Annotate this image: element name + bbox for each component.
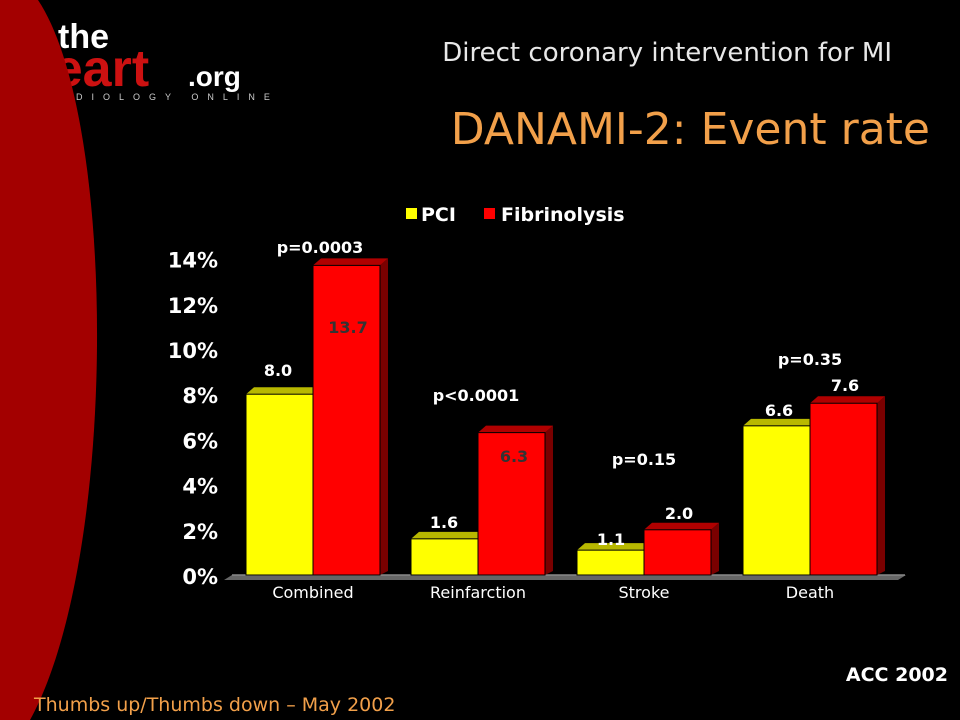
slide-title: DANAMI-2: Event rate [450,104,930,155]
fibrinolysis-bar-reinfarction [477,432,546,576]
pci-bar-reinfarction [410,538,479,576]
pci-bar-death-top [743,418,818,426]
x-category-label: Stroke [619,583,670,602]
p-value-combined: p=0.0003 [277,238,364,257]
fibrinolysis-value-label-reinfarction: 6.3 [500,447,528,466]
p-value-reinfarction: p<0.0001 [433,386,520,405]
svg-text:.org: .org [188,61,241,92]
pci-bar-combined-top [246,387,321,395]
pci-value-label-stroke: 1.1 [597,530,625,549]
fibrinolysis-bar-death-top [810,396,885,404]
x-category-label: Combined [272,583,353,602]
legend-pci-swatch [406,208,417,219]
fibrinolysis-bar-stroke [643,529,712,576]
chart-floor [224,575,906,580]
pci-bar-death [742,425,811,576]
y-tick-label: 4% [182,475,218,499]
fibrinolysis-bar-reinfarction-side [545,425,553,575]
fibrinolysis-value-label-combined: 13.7 [328,318,367,337]
fibrinolysis-bar-stroke-side [711,522,719,575]
y-tick-label: 0% [182,565,218,589]
y-tick-label: 12% [168,294,218,318]
fibrinolysis-bar-reinfarction-top [478,425,553,433]
y-tick-label: 10% [168,339,218,363]
red-arc-decoration [0,0,98,720]
y-tick-label: 2% [182,520,218,544]
y-tick-label: 14% [168,249,218,273]
pci-bar-stroke [576,549,645,576]
x-category-label: Reinfarction [430,583,526,602]
fibrinolysis-bar-combined [312,264,381,576]
pci-bar-reinfarction-top [411,531,486,539]
y-tick-label: 8% [182,384,218,408]
fibrinolysis-bar-combined-side [380,258,388,575]
fibrinolysis-bar-stroke-top [644,522,719,530]
legend-pci-label: PCI [421,204,456,226]
fibrinolysis-value-label-stroke: 2.0 [665,504,693,523]
p-value-stroke: p=0.15 [612,450,676,469]
y-tick-label: 6% [182,429,218,453]
x-category-label: Death [786,583,834,602]
pci-value-label-death: 6.6 [765,401,793,420]
pci-bar-stroke-top [577,543,652,551]
legend-fibrinolysis-swatch [484,208,495,219]
svg-text:CARDIOLOGY ONLINE: CARDIOLOGY ONLINE [30,92,270,102]
pci-value-label-combined: 8.0 [264,361,292,380]
fibrinolysis-bar-death [809,402,878,576]
slide-subtitle: Direct coronary intervention for MI [442,38,892,68]
footer-conference: ACC 2002 [845,664,948,686]
pci-value-label-reinfarction: 1.6 [430,513,458,532]
fibrinolysis-value-label-death: 7.6 [831,376,859,395]
p-value-death: p=0.35 [778,350,842,369]
footer-source: Thumbs up/Thumbs down – May 2002 [34,694,396,716]
fibrinolysis-bar-death-side [877,396,885,575]
fibrinolysis-bar-combined-top [313,258,388,266]
svg-text:the: the [58,18,109,56]
legend-fibrinolysis-label: Fibrinolysis [501,204,625,226]
pci-bar-combined [245,393,314,576]
